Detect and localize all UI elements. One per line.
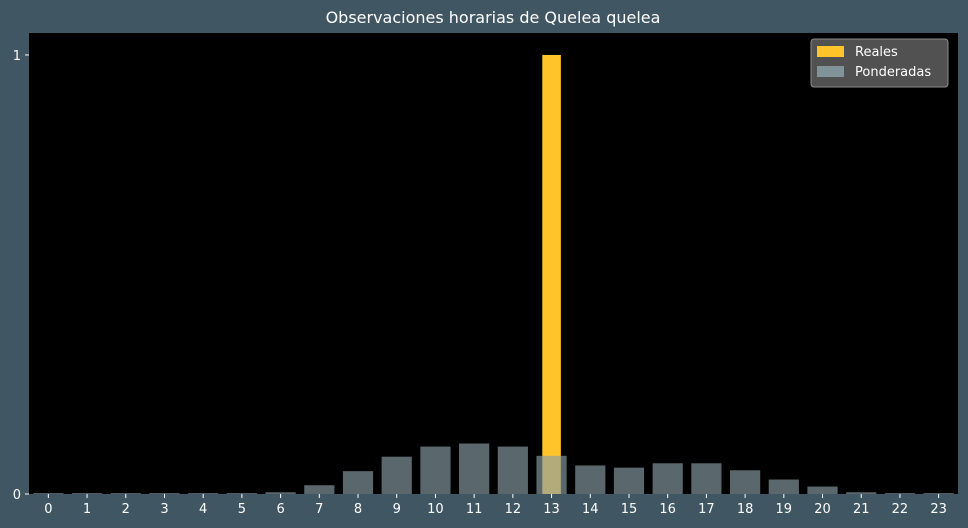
x-tick-label: 8 bbox=[354, 502, 362, 517]
x-tick-label: 19 bbox=[776, 502, 793, 517]
x-tick-label: 1 bbox=[83, 502, 91, 517]
bar-ponderadas-10 bbox=[420, 446, 451, 494]
legend: Reales Ponderadas bbox=[810, 38, 949, 88]
x-tick-label: 11 bbox=[466, 502, 483, 517]
bar-ponderadas-14 bbox=[575, 465, 606, 494]
x-tick-label: 0 bbox=[44, 502, 52, 517]
x-tick-label: 15 bbox=[621, 502, 638, 517]
bar-ponderadas-11 bbox=[459, 443, 490, 494]
bar-ponderadas-7 bbox=[304, 485, 335, 494]
x-tick-label: 21 bbox=[853, 502, 870, 517]
x-tick-label: 23 bbox=[930, 502, 947, 517]
bar-ponderadas-23 bbox=[923, 493, 954, 494]
bar-ponderadas-4 bbox=[188, 493, 219, 494]
x-tick-label: 2 bbox=[122, 502, 130, 517]
bar-ponderadas-2 bbox=[110, 493, 141, 494]
bar-ponderadas-13 bbox=[536, 455, 567, 494]
series-ponderadas bbox=[33, 443, 954, 494]
bar-ponderadas-22 bbox=[884, 493, 916, 494]
bar-ponderadas-15 bbox=[613, 467, 645, 494]
bar-ponderadas-9 bbox=[381, 456, 412, 494]
chart-title: Observaciones horarias de Quelea quelea bbox=[326, 8, 661, 27]
bar-ponderadas-0 bbox=[33, 493, 64, 494]
x-tick-label: 9 bbox=[393, 502, 401, 517]
bar-ponderadas-20 bbox=[807, 486, 838, 494]
legend-label-ponderadas: Ponderadas bbox=[855, 65, 931, 80]
bar-ponderadas-18 bbox=[730, 470, 761, 494]
bar-ponderadas-12 bbox=[497, 446, 528, 494]
bar-ponderadas-1 bbox=[71, 493, 103, 494]
bar-ponderadas-8 bbox=[342, 471, 374, 494]
x-tick-label: 10 bbox=[427, 502, 444, 517]
x-tick-label: 5 bbox=[238, 502, 246, 517]
x-tick-label: 13 bbox=[543, 502, 560, 517]
legend-label-reales: Reales bbox=[855, 45, 898, 60]
x-tick-label: 6 bbox=[276, 502, 284, 517]
x-axis: 0 1 2 3 4 5 6 7 8 9 10 11 12 13 14 15 16 17 18 19 20 21 22 23 bbox=[44, 494, 947, 517]
x-tick-label: 4 bbox=[199, 502, 207, 517]
x-tick-label: 3 bbox=[160, 502, 168, 517]
y-tick-label: 1 bbox=[13, 49, 21, 64]
series-reales bbox=[542, 54, 561, 494]
bar-ponderadas-19 bbox=[768, 479, 799, 494]
bar-ponderadas-17 bbox=[691, 463, 722, 494]
x-tick-label: 12 bbox=[505, 502, 522, 517]
x-tick-label: 18 bbox=[737, 502, 754, 517]
bar-ponderadas-3 bbox=[149, 493, 180, 494]
bar-ponderadas-21 bbox=[846, 492, 877, 494]
x-tick-label: 20 bbox=[814, 502, 831, 517]
x-tick-label: 17 bbox=[698, 502, 715, 517]
bar-ponderadas-6 bbox=[265, 492, 296, 494]
legend-swatch-ponderadas bbox=[817, 66, 844, 77]
x-tick-label: 14 bbox=[582, 502, 599, 517]
legend-box bbox=[810, 38, 949, 88]
y-tick-label: 0 bbox=[13, 488, 21, 503]
legend-swatch-reales bbox=[817, 46, 844, 57]
bar-ponderadas-16 bbox=[652, 463, 683, 494]
bar-ponderadas-5 bbox=[226, 493, 257, 494]
bar-reales-13 bbox=[542, 54, 561, 494]
x-tick-label: 16 bbox=[659, 502, 676, 517]
y-axis: 01 bbox=[13, 49, 29, 503]
x-tick-label: 22 bbox=[892, 502, 909, 517]
x-tick-label: 7 bbox=[315, 502, 323, 517]
plot-area bbox=[29, 33, 958, 494]
